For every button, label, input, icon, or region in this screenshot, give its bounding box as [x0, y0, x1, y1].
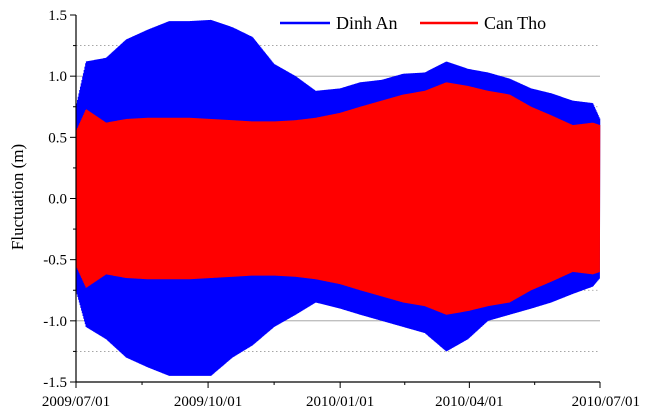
- legend-label-0: Dinh An: [336, 13, 398, 33]
- series-line-dinh-an: [75, 19, 601, 376]
- y-tick-label: -0.5: [43, 253, 67, 269]
- series-line-can-tho: [75, 82, 601, 315]
- y-tick-label: 1.5: [48, 8, 67, 24]
- legend-label-1: Can Tho: [484, 13, 546, 33]
- axes: [70, 14, 601, 388]
- y-tick-label: 1.0: [48, 69, 67, 85]
- tick-labels: -1.5 -1.0 -0.5 0.0 0.5 1.0 1.5 2009/07/01 2009/1…: [42, 8, 640, 410]
- y-tick-label: -1.0: [43, 314, 67, 330]
- legend: Dinh An Can Tho: [276, 12, 572, 34]
- x-tick-label: 2010/01/01: [306, 394, 374, 410]
- data-area: [75, 19, 601, 376]
- y-tick-label: -1.5: [43, 375, 67, 391]
- x-tick-label: 2010/04/01: [435, 394, 503, 410]
- y-tick-label: 0.5: [48, 130, 67, 146]
- y-axis-title: Fluctuation (m): [8, 144, 27, 250]
- x-tick-label: 2010/07/01: [572, 394, 640, 410]
- x-tick-label: 2009/10/01: [174, 394, 242, 410]
- x-tick-label: 2009/07/01: [42, 394, 110, 410]
- y-tick-label: 0.0: [48, 192, 67, 208]
